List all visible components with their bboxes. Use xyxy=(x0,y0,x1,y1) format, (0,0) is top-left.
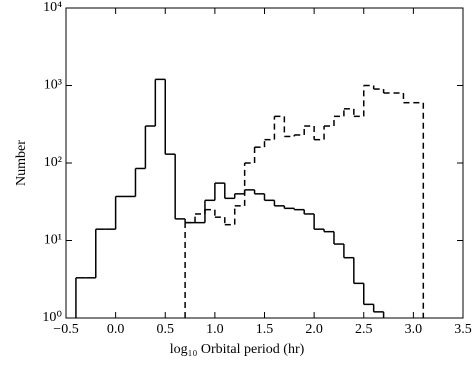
x-tick-label: 3.5 xyxy=(454,322,472,337)
x-tick-label: 1.5 xyxy=(256,322,274,337)
y-tick-label: 10² xyxy=(44,155,62,170)
x-tick-label: 2.0 xyxy=(305,322,323,337)
x-tick-label: −0.5 xyxy=(53,322,78,337)
plot-frame xyxy=(65,7,464,319)
x-tick-label: 1.0 xyxy=(206,322,224,337)
x-tick-label: 0.0 xyxy=(107,322,125,337)
y-tick-label: 10¹ xyxy=(44,233,62,248)
y-tick-label: 10⁴ xyxy=(43,0,62,15)
y-tick-label: 10⁰ xyxy=(42,310,62,325)
x-axis-label: log₁₀ Orbital period (hr) xyxy=(170,342,305,357)
y-tick-label: 10³ xyxy=(44,78,62,93)
x-tick-label: 3.0 xyxy=(405,322,423,337)
y-axis-label: Number xyxy=(14,140,29,186)
x-tick-label: 2.5 xyxy=(355,322,373,337)
x-tick-label: 0.5 xyxy=(157,322,175,337)
